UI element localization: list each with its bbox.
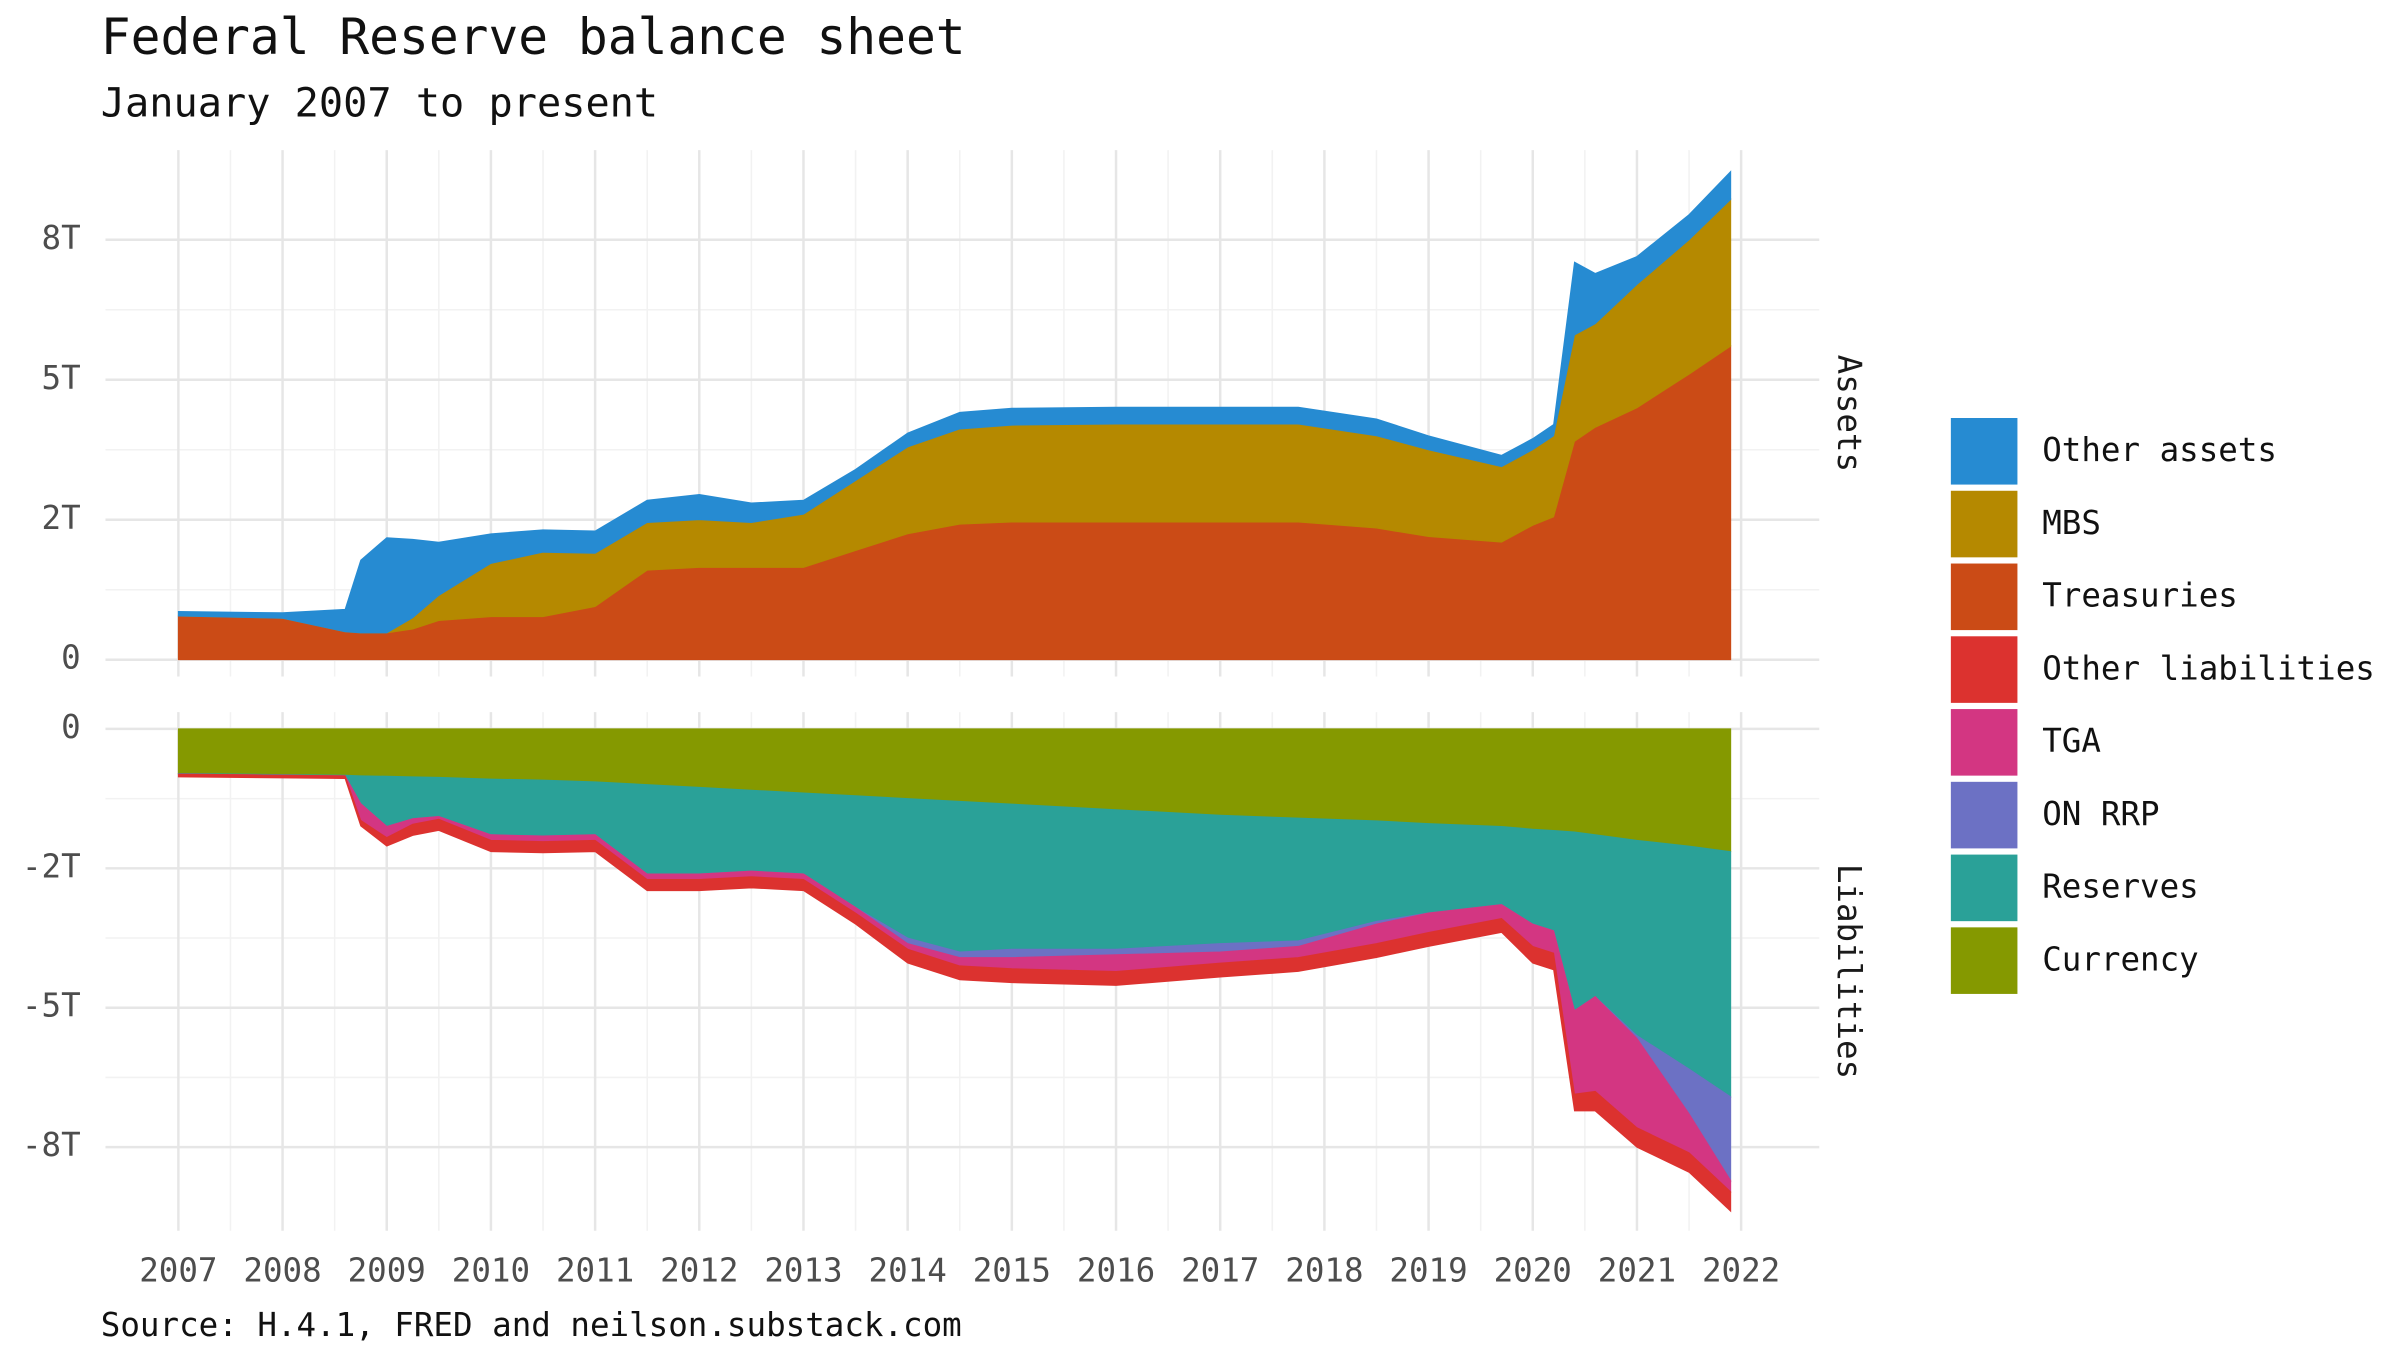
x-tick-label: 2019 [1389, 1252, 1467, 1290]
legend-key [1950, 418, 2018, 485]
y-tick-label: 5T [42, 359, 81, 397]
legend-label: Other liabilities [2042, 649, 2375, 687]
x-tick-label: 2017 [1181, 1252, 1259, 1290]
x-tick-label: 2020 [1494, 1252, 1572, 1290]
y-tick-label: 2T [42, 499, 81, 537]
area [177, 773, 1732, 1213]
legend-label: Reserves [2042, 868, 2199, 906]
x-tick-label: 2010 [452, 1252, 530, 1290]
x-tick-label: 2009 [348, 1252, 426, 1290]
x-tick-label: 2015 [973, 1252, 1051, 1290]
legend-key [1950, 927, 2018, 994]
x-tick-label: 2022 [1702, 1252, 1780, 1290]
area [177, 170, 1732, 634]
y-tick-label: 0 [61, 708, 81, 746]
legend-label: Treasuries [2042, 577, 2238, 615]
y-tick-label: -5T [22, 987, 81, 1025]
x-tick-label: 2008 [243, 1252, 321, 1290]
y-tick-label: 0 [61, 639, 81, 677]
legend-label: Currency [2042, 940, 2199, 978]
chart-title: Federal Reserve balance sheet [101, 8, 966, 66]
legend-label: TGA [2042, 722, 2101, 760]
x-tick-label: 2012 [660, 1252, 738, 1290]
x-tick-label: 2018 [1285, 1252, 1363, 1290]
x-tick-label: 2007 [139, 1252, 217, 1290]
legend-label: Other assets [2042, 431, 2277, 469]
x-tick-label: 2013 [764, 1252, 842, 1290]
legend-label: ON RRP [2042, 795, 2159, 833]
y-tick-label: -2T [22, 847, 81, 885]
facet-label: Assets [1830, 355, 1868, 472]
legend-key [1950, 781, 2018, 849]
legend-label: MBS [2042, 504, 2101, 542]
x-tick-label: 2021 [1598, 1252, 1676, 1290]
x-tick-label: 2011 [556, 1252, 634, 1290]
chart-caption: Source: H.4.1, FRED and neilson.substack… [101, 1306, 962, 1344]
legend-key [1950, 854, 2018, 922]
legend-key [1950, 636, 2018, 703]
chart-subtitle: January 2007 to present [101, 80, 658, 126]
facet-label: Liabilities [1830, 864, 1868, 1079]
x-tick-label: 2014 [869, 1252, 947, 1290]
legend-key [1950, 490, 2018, 558]
x-tick-label: 2016 [1077, 1252, 1155, 1290]
y-tick-label: -8T [22, 1126, 81, 1164]
legend-key [1950, 563, 2018, 631]
legend-key [1950, 709, 2018, 776]
y-tick-label: 8T [42, 219, 81, 257]
